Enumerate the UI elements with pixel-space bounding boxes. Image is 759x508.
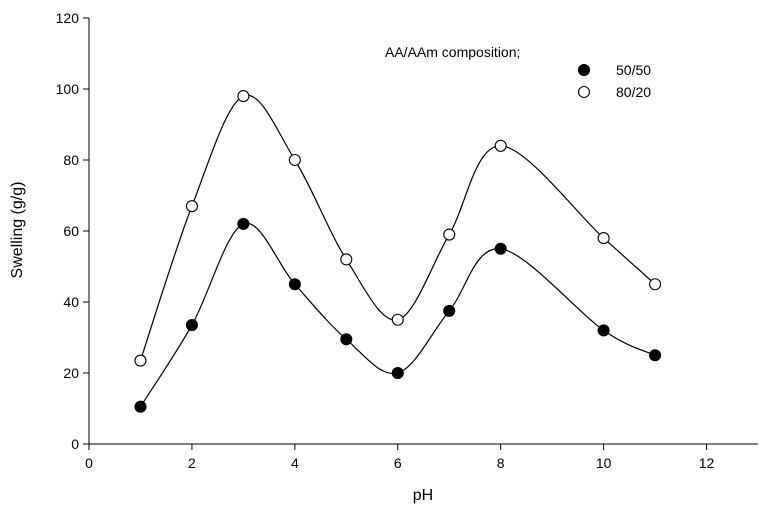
- series-curve-1: [139, 94, 656, 361]
- y-tick-label: 100: [56, 81, 80, 97]
- data-point: [185, 319, 198, 332]
- data-point: [391, 366, 404, 380]
- data-point: [494, 139, 507, 152]
- data-point: [340, 333, 353, 346]
- data-point: [134, 400, 147, 413]
- series-curve-0: [139, 222, 656, 408]
- data-point: [288, 278, 301, 291]
- data-point: [597, 324, 610, 337]
- y-tick-label: 80: [63, 152, 79, 168]
- x-tick-label: 4: [291, 455, 299, 471]
- y-axis-title: Swelling (g/g): [9, 182, 26, 279]
- x-tick-label: 2: [188, 455, 196, 471]
- x-tick-label: 12: [699, 455, 715, 471]
- y-tick-label: 40: [63, 294, 79, 310]
- y-tick-label: 0: [71, 436, 79, 452]
- legend-marker: [577, 63, 591, 77]
- data-point: [443, 228, 456, 241]
- data-point: [649, 278, 662, 291]
- legend-marker: [577, 85, 591, 99]
- series-points: [134, 90, 662, 413]
- y-tick-label: 60: [63, 223, 79, 239]
- series-curves: [139, 94, 656, 408]
- data-point: [494, 242, 507, 255]
- legend-label: 80/20: [616, 84, 651, 100]
- x-tick-label: 6: [394, 455, 402, 471]
- legend-title: AA/AAm composition;: [385, 44, 520, 60]
- x-tick-label: 10: [596, 455, 612, 471]
- data-point: [649, 349, 662, 362]
- legend: 50/50 80/20: [577, 62, 651, 100]
- data-point: [597, 232, 610, 245]
- data-point: [237, 90, 250, 103]
- data-point: [185, 200, 198, 213]
- data-point: [288, 153, 301, 167]
- x-axis-title: pH: [413, 487, 433, 504]
- y-tick-label: 20: [63, 365, 79, 381]
- legend-label: 50/50: [616, 62, 651, 78]
- x-tick-label: 0: [85, 455, 93, 471]
- data-point: [134, 354, 147, 367]
- data-point: [237, 217, 250, 230]
- data-point: [391, 313, 404, 326]
- y-tick-label: 120: [56, 10, 80, 26]
- data-point: [443, 304, 456, 317]
- data-point: [340, 253, 353, 266]
- x-tick-label: 8: [497, 455, 505, 471]
